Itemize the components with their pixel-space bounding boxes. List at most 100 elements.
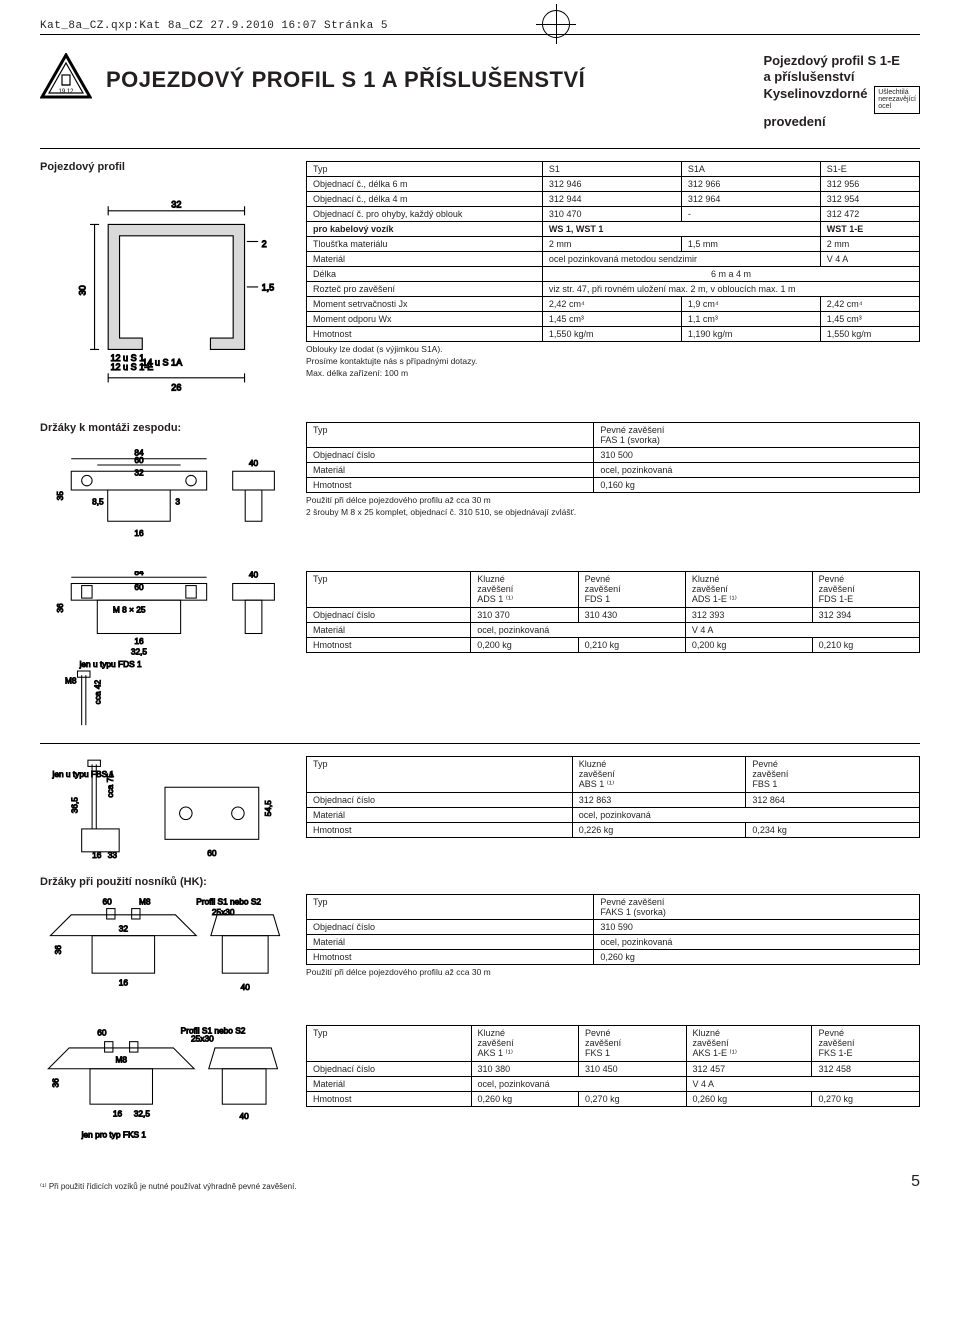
title-right-block: Pojezdový profil S 1-E a příslušenství K… — [763, 53, 920, 130]
bracket-ads-fds-icon: 84 60 M 8 × 25 36 16 32,5 jen u typu FDS… — [40, 571, 290, 727]
svg-text:cca 42: cca 42 — [92, 679, 102, 704]
svg-text:3: 3 — [175, 497, 180, 507]
table5-wrap: TypPevné zavěšení FAKS 1 (svorka) Objedn… — [306, 894, 920, 977]
svg-text:32,5: 32,5 — [134, 1109, 151, 1119]
svg-text:60: 60 — [134, 582, 144, 592]
svg-text:60: 60 — [103, 897, 113, 907]
bracket-abs-fbs-icon: jen u typu FBS 1 36,5 cca 75 16 33 60 54… — [40, 756, 290, 860]
svg-text:16: 16 — [119, 978, 129, 988]
section1-heading: Pojezdový profil — [40, 161, 290, 173]
svg-text:1,5: 1,5 — [262, 282, 275, 292]
table1-note1: Oblouky lze dodat (s výjimkou S1A). — [306, 344, 920, 354]
svg-text:32: 32 — [119, 924, 129, 934]
svg-text:60: 60 — [134, 455, 144, 465]
svg-text:M 8 × 25: M 8 × 25 — [113, 605, 146, 615]
svg-text:8,5: 8,5 — [92, 497, 104, 507]
svg-text:60: 60 — [97, 1027, 107, 1037]
row-ads-fds: 84 60 M 8 × 25 36 16 32,5 jen u typu FDS… — [40, 571, 920, 729]
svg-text:36: 36 — [55, 603, 65, 613]
svg-text:32: 32 — [134, 468, 144, 478]
slug-text: Kat_8a_CZ.qxp:Kat 8a_CZ 27.9.2010 16:07 … — [40, 20, 388, 32]
faks1-table: TypPevné zavěšení FAKS 1 (svorka) Objedn… — [306, 894, 920, 965]
bracket-faks1-icon: 60 M8 Profil S1 nebo S2 25x30 32 36 16 4… — [40, 894, 290, 1009]
section3-heading: Držáky při použití nosníků (HK): — [40, 876, 920, 888]
ads-fds-table: Typ Kluzné zavěšení ADS 1 ⁽¹⁾ Pevné zavě… — [306, 571, 920, 653]
svg-text:40: 40 — [240, 1111, 250, 1121]
bracket-aks-fks-icon: 60 Profil S1 nebo S2 25x30 M8 36 16 32,5… — [40, 1025, 290, 1150]
svg-text:40: 40 — [249, 458, 259, 468]
svg-text:84: 84 — [134, 571, 144, 577]
section2-heading: Držáky k montáži zespodu: — [40, 422, 290, 434]
svg-text:36: 36 — [51, 1078, 61, 1088]
svg-text:M8: M8 — [65, 675, 77, 685]
steel-badge: Ušlechtilá nerezavějící ocel — [874, 86, 920, 114]
svg-text:33: 33 — [108, 850, 118, 860]
divider2 — [40, 743, 920, 744]
table2-wrap: TypPevné zavěšení FAS 1 (svorka) Objedna… — [306, 422, 920, 517]
slug-line: Kat_8a_CZ.qxp:Kat 8a_CZ 27.9.2010 16:07 … — [40, 20, 920, 35]
svg-text:16: 16 — [134, 528, 144, 538]
row-bottom-brackets: Držáky k montáži zespodu: 84 60 32 35 8,… — [40, 422, 920, 557]
svg-text:M8: M8 — [139, 897, 151, 907]
table1-note2: Prosíme kontaktujte nás s případnými dot… — [306, 356, 920, 366]
svg-text:cca 75: cca 75 — [105, 773, 115, 798]
aks-fks-table: Typ Kluzné zavěšení AKS 1 ⁽¹⁾ Pevné zavě… — [306, 1025, 920, 1107]
svg-text:M8: M8 — [115, 1054, 127, 1064]
svg-text:jen pro typ FKS 1: jen pro typ FKS 1 — [81, 1129, 147, 1139]
svg-text:35: 35 — [55, 491, 65, 501]
svg-text:40: 40 — [249, 571, 259, 579]
title-bar: 19 12 POJEZDOVÝ PROFIL S 1 A PŘÍSLUŠENST… — [40, 53, 920, 130]
svg-text:25x30: 25x30 — [191, 1034, 214, 1044]
svg-text:32: 32 — [171, 199, 181, 209]
footnote: ⁽¹⁾ Při použití řídicích vozíků je nutné… — [40, 1182, 920, 1191]
table3-wrap: Typ Kluzné zavěšení ADS 1 ⁽¹⁾ Pevné zavě… — [306, 571, 920, 653]
svg-text:32,5: 32,5 — [131, 646, 148, 656]
row-aks-fks: 60 Profil S1 nebo S2 25x30 M8 36 16 32,5… — [40, 1025, 920, 1152]
svg-text:Profil S1 nebo S2: Profil S1 nebo S2 — [196, 897, 261, 907]
page-title: POJEZDOVÝ PROFIL S 1 A PŘÍSLUŠENSTVÍ — [106, 53, 749, 93]
svg-text:30: 30 — [77, 285, 87, 295]
abs-fbs-table: TypKluzné zavěšení ABS 1 ⁽¹⁾Pevné zavěše… — [306, 756, 920, 838]
abs-fbs-diagram-col: jen u typu FBS 1 36,5 cca 75 16 33 60 54… — [40, 756, 290, 862]
registration-mark-icon — [542, 10, 570, 38]
page-number: 5 — [911, 1173, 920, 1191]
table2-note2: 2 šrouby M 8 x 25 komplet, objednací č. … — [306, 507, 920, 517]
page: Kat_8a_CZ.qxp:Kat 8a_CZ 27.9.2010 16:07 … — [0, 0, 960, 1211]
bracket-fas1-icon: 84 60 32 35 8,5 3 16 40 — [40, 440, 290, 555]
table2-note1: Použití při délce pojezdového profilu až… — [306, 495, 920, 505]
profile-spec-table: TypS1S1AS1-E Objednací č., délka 6 m312 … — [306, 161, 920, 342]
table1-wrap: TypS1S1AS1-E Objednací č., délka 6 m312 … — [306, 161, 920, 379]
fas1-table: TypPevné zavěšení FAS 1 (svorka) Objedna… — [306, 422, 920, 493]
ads-fds-diagram-col: 84 60 M 8 × 25 36 16 32,5 jen u typu FDS… — [40, 571, 290, 729]
subtitle-4: provedení — [763, 114, 825, 130]
svg-text:36: 36 — [53, 945, 63, 955]
svg-text:2: 2 — [262, 239, 267, 249]
row-abs-fbs: jen u typu FBS 1 36,5 cca 75 16 33 60 54… — [40, 756, 920, 862]
subtitle-3: Kyselinovzdorné — [763, 86, 867, 102]
svg-text:60: 60 — [207, 848, 217, 858]
table5-note: Použití při délce pojezdového profilu až… — [306, 967, 920, 977]
table4-wrap: TypKluzné zavěšení ABS 1 ⁽¹⁾Pevné zavěše… — [306, 756, 920, 838]
bottom-bracket-diagram-col: Držáky k montáži zespodu: 84 60 32 35 8,… — [40, 422, 290, 557]
row-profile: Pojezdový profil 32 30 2 1,5 — [40, 161, 920, 408]
svg-text:36,5: 36,5 — [70, 797, 80, 814]
profile-cross-section-icon: 32 30 2 1,5 26 12 u S 1 12 u S 1-E 14 u … — [40, 179, 290, 406]
svg-text:26: 26 — [171, 382, 181, 392]
faks1-diagram-col: 60 M8 Profil S1 nebo S2 25x30 32 36 16 4… — [40, 894, 290, 1011]
svg-text:19 12: 19 12 — [58, 89, 74, 95]
svg-text:16: 16 — [92, 850, 102, 860]
svg-text:40: 40 — [241, 982, 251, 992]
table6-wrap: Typ Kluzné zavěšení AKS 1 ⁽¹⁾ Pevné zavě… — [306, 1025, 920, 1107]
svg-text:54,5: 54,5 — [263, 800, 273, 817]
svg-text:jen u typu FDS 1: jen u typu FDS 1 — [79, 659, 142, 669]
profile-diagram-col: Pojezdový profil 32 30 2 1,5 — [40, 161, 290, 408]
svg-text:16: 16 — [134, 636, 144, 646]
svg-text:14 u S 1A: 14 u S 1A — [142, 357, 183, 367]
subtitle-2: a příslušenství — [763, 69, 920, 85]
aks-fks-diagram-col: 60 Profil S1 nebo S2 25x30 M8 36 16 32,5… — [40, 1025, 290, 1152]
svg-text:16: 16 — [113, 1109, 123, 1119]
table1-note3: Max. délka zařízení: 100 m — [306, 368, 920, 378]
divider — [40, 148, 920, 149]
logo-triangle-icon: 19 12 — [40, 53, 92, 99]
row-faks1: 60 M8 Profil S1 nebo S2 25x30 32 36 16 4… — [40, 894, 920, 1011]
